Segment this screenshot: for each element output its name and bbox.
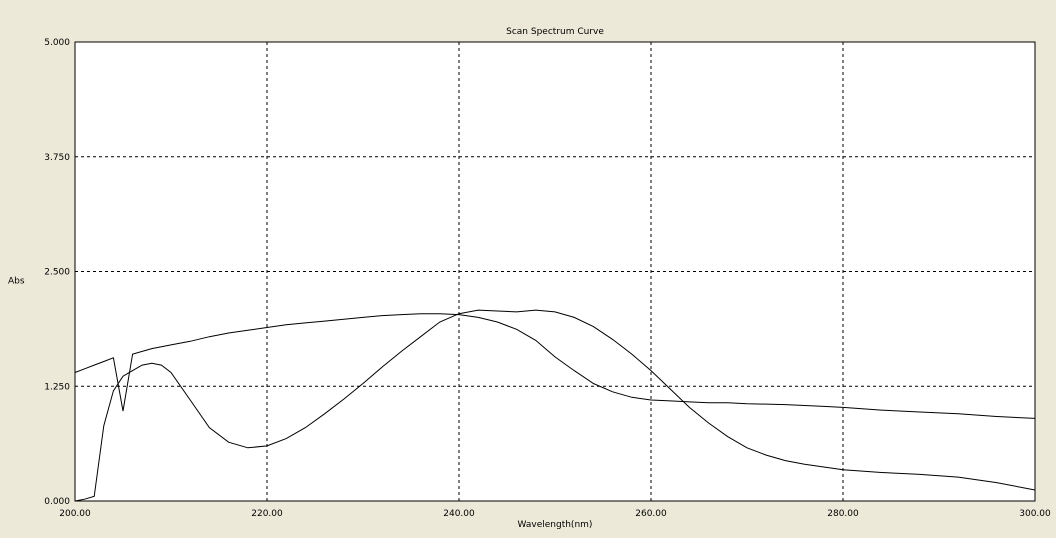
chart-title: Scan Spectrum Curve <box>506 27 604 37</box>
x-tick-label: 300.00 <box>1019 509 1051 519</box>
y-tick-label: 1.250 <box>44 382 70 392</box>
y-tick-label: 5.000 <box>44 38 70 48</box>
tick-labels: 200.00 220.00 240.00 260.00 280.00 300.00 0.00… <box>44 38 1051 519</box>
series-line-2 <box>74 309 1036 502</box>
y-tick-label: 2.500 <box>44 268 70 278</box>
y-tick-label: 3.750 <box>44 153 70 163</box>
x-tick-label: 220.00 <box>251 509 283 519</box>
x-tick-label: 260.00 <box>635 509 667 519</box>
x-axis-label: Wavelength(nm) <box>518 520 593 530</box>
y-tick-label: 0.000 <box>44 497 70 507</box>
x-tick-label: 200.00 <box>59 509 91 519</box>
grid-lines <box>75 42 1035 501</box>
series-line-1 <box>74 313 1036 419</box>
y-axis-label: Abs <box>8 277 25 287</box>
series-layer <box>74 309 1036 502</box>
x-tick-label: 240.00 <box>443 509 475 519</box>
x-tick-label: 280.00 <box>827 509 859 519</box>
